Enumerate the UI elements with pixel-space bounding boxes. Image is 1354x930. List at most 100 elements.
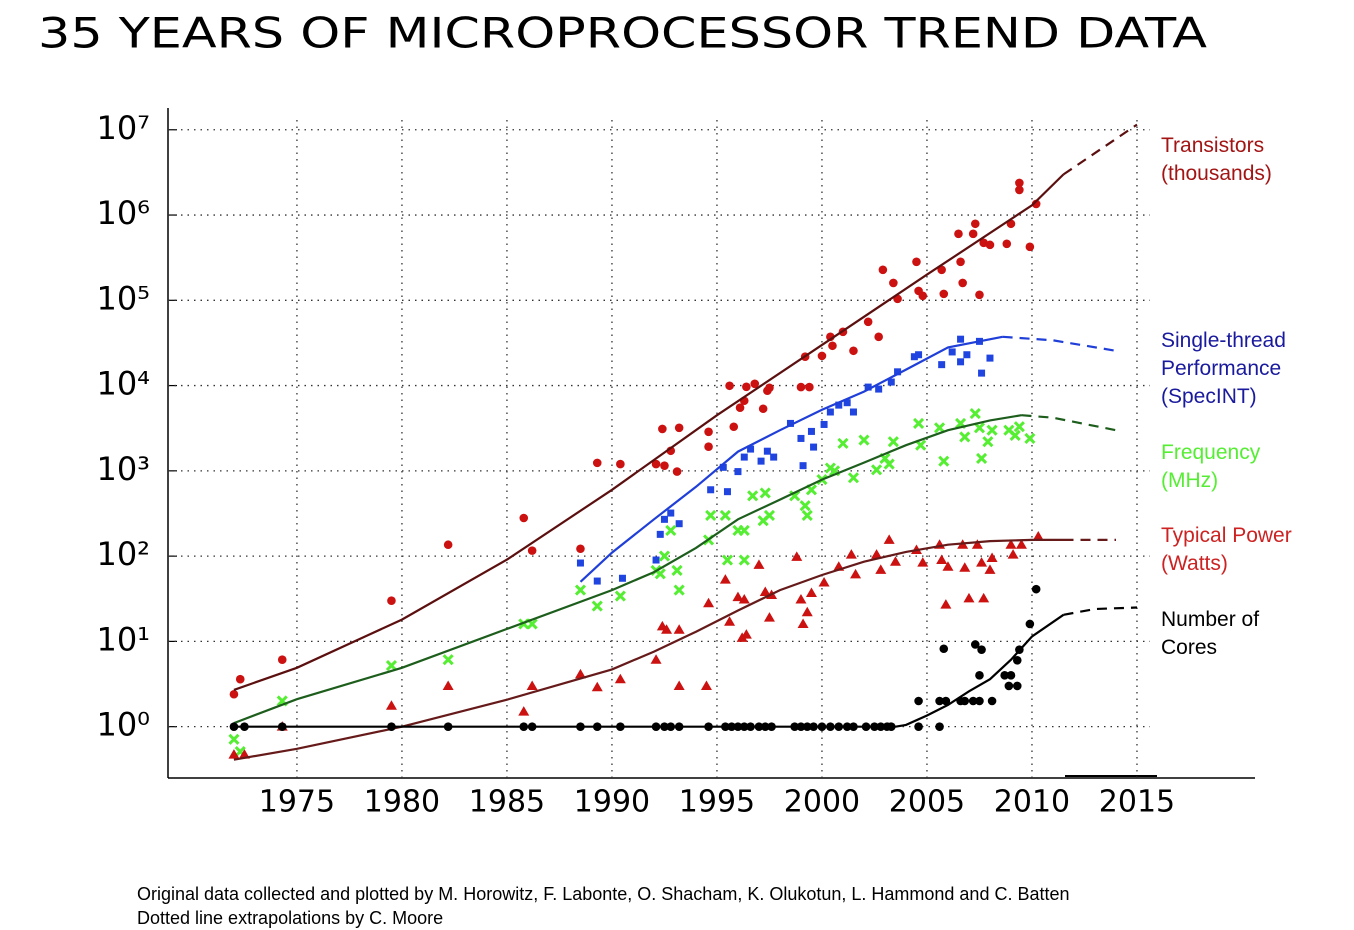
data-point bbox=[791, 551, 803, 561]
y-tick-label: 10¹ bbox=[96, 620, 150, 658]
data-point bbox=[673, 624, 685, 634]
data-point bbox=[954, 229, 963, 239]
data-point bbox=[941, 696, 951, 706]
data-point bbox=[763, 447, 771, 455]
data-point bbox=[660, 515, 668, 523]
data-point bbox=[656, 530, 664, 538]
data-point bbox=[1004, 681, 1014, 691]
data-point bbox=[843, 399, 851, 407]
data-point bbox=[518, 706, 530, 716]
x-tick-label: 1980 bbox=[364, 785, 440, 820]
data-point bbox=[889, 556, 901, 566]
data-point bbox=[705, 509, 717, 521]
data-point bbox=[805, 587, 817, 597]
data-point bbox=[960, 696, 970, 706]
chart-title: 35 YEARS OF MICROPROCESSOR TREND DATA bbox=[38, 9, 1207, 58]
data-point bbox=[650, 654, 662, 664]
data-point bbox=[707, 486, 715, 494]
data-point bbox=[826, 408, 834, 416]
data-point bbox=[918, 291, 928, 301]
x-tick-label: 2005 bbox=[889, 785, 965, 820]
data-point bbox=[959, 562, 971, 572]
data-point bbox=[871, 464, 883, 476]
data-point bbox=[938, 455, 950, 467]
data-point bbox=[277, 655, 287, 664]
data-point bbox=[725, 381, 734, 391]
data-point bbox=[442, 680, 454, 690]
data-point bbox=[847, 472, 860, 484]
trend-line bbox=[233, 538, 1064, 761]
data-point bbox=[1025, 619, 1035, 629]
data-point bbox=[228, 749, 240, 759]
data-point bbox=[894, 368, 902, 376]
data-point bbox=[1032, 530, 1044, 541]
x-tick-label: 1995 bbox=[679, 785, 755, 820]
data-point bbox=[526, 680, 538, 690]
data-point bbox=[934, 422, 946, 434]
data-point bbox=[939, 289, 949, 299]
data-point bbox=[968, 696, 978, 706]
data-point bbox=[986, 424, 998, 436]
data-point bbox=[875, 385, 883, 393]
y-tick-label: 10⁶ bbox=[96, 194, 150, 232]
data-point bbox=[519, 513, 529, 523]
data-point bbox=[795, 593, 807, 604]
data-point bbox=[671, 564, 683, 576]
data-point bbox=[763, 509, 776, 521]
data-point bbox=[527, 546, 537, 555]
data-point bbox=[817, 351, 827, 361]
data-point bbox=[721, 554, 734, 566]
data-point bbox=[807, 427, 815, 435]
data-point bbox=[442, 654, 454, 666]
data-point bbox=[591, 600, 603, 612]
data-point bbox=[936, 554, 948, 565]
data-point bbox=[849, 408, 857, 416]
data-point bbox=[758, 404, 768, 414]
x-tick-label: 2010 bbox=[994, 785, 1070, 820]
data-point bbox=[935, 696, 944, 706]
data-point bbox=[970, 640, 980, 649]
data-point bbox=[1002, 239, 1012, 249]
y-tick-label: 10³ bbox=[96, 450, 150, 488]
legend-label: Number of Cores bbox=[1161, 608, 1260, 659]
data-point bbox=[975, 671, 984, 680]
data-point bbox=[724, 616, 736, 626]
data-point bbox=[385, 660, 398, 672]
data-point bbox=[938, 361, 946, 369]
data-point bbox=[914, 722, 923, 731]
data-point bbox=[828, 341, 837, 351]
trend-line bbox=[233, 613, 1065, 728]
data-point bbox=[939, 644, 949, 654]
data-point bbox=[673, 680, 685, 690]
y-tick-label: 10⁷ bbox=[96, 109, 150, 147]
legend-label: Frequency (MHz) bbox=[1161, 441, 1261, 492]
data-point bbox=[719, 574, 731, 584]
data-point bbox=[734, 468, 742, 476]
data-point bbox=[738, 554, 750, 566]
data-point bbox=[810, 443, 818, 451]
data-point bbox=[719, 463, 727, 471]
data-point bbox=[738, 593, 750, 604]
data-point bbox=[978, 369, 986, 377]
data-point bbox=[977, 645, 986, 654]
data-point bbox=[786, 419, 794, 427]
data-point bbox=[592, 458, 602, 468]
data-point bbox=[747, 490, 759, 502]
data-point bbox=[915, 351, 923, 359]
y-tick-label: 10² bbox=[96, 535, 150, 573]
data-point bbox=[618, 574, 626, 582]
data-point bbox=[864, 383, 872, 391]
data-point bbox=[799, 462, 807, 470]
x-tick-label: 1985 bbox=[469, 785, 545, 820]
data-point bbox=[849, 346, 858, 356]
data-point bbox=[732, 591, 744, 602]
data-point bbox=[1006, 671, 1016, 680]
data-point bbox=[763, 612, 775, 622]
data-point bbox=[982, 436, 994, 448]
data-point bbox=[878, 265, 888, 275]
data-point bbox=[975, 696, 984, 706]
data-point bbox=[1024, 432, 1036, 444]
data-point bbox=[1012, 681, 1022, 691]
data-point bbox=[1005, 539, 1017, 549]
